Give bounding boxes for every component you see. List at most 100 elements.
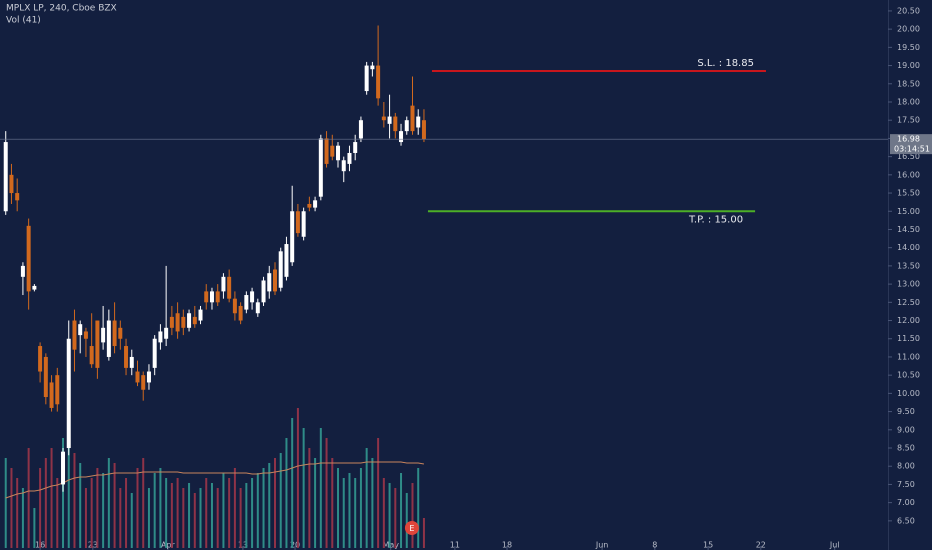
x-tick-label: 22	[756, 541, 766, 550]
candle-body	[295, 211, 300, 234]
candle-body	[307, 203, 312, 208]
candle-body	[169, 316, 174, 328]
volume-bar	[256, 473, 259, 548]
candle-body	[209, 291, 214, 303]
volume-bar	[84, 488, 87, 548]
candle-body	[38, 346, 43, 372]
volume-bar	[245, 483, 248, 548]
y-tick-label: 8.00	[897, 462, 915, 471]
volume-bar	[136, 468, 139, 548]
candle-body	[387, 116, 392, 124]
volume-bar	[153, 473, 156, 548]
volume-bar	[422, 518, 425, 548]
volume-bar	[182, 488, 185, 548]
volume-bar	[279, 453, 282, 548]
volume-bar	[67, 418, 70, 548]
candle-body	[330, 145, 335, 157]
volume-bar	[405, 493, 408, 548]
volume-bar	[90, 478, 93, 548]
x-tick-label: Jun	[595, 541, 609, 550]
level-label: S.L. : 18.85	[697, 58, 754, 69]
x-tick-label: Jul	[829, 541, 840, 550]
volume-bar	[125, 478, 128, 548]
volume-bar	[302, 428, 305, 548]
volume-bar	[21, 488, 24, 548]
last-price-label: 16.98	[897, 135, 920, 144]
volume-bar	[400, 473, 403, 548]
volume-bar	[113, 463, 116, 548]
volume-bar	[188, 483, 191, 548]
y-tick-label: 9.00	[897, 425, 915, 434]
countdown-label: 03:14:51	[894, 145, 930, 154]
x-tick-label: 20	[290, 541, 300, 550]
candle-body	[238, 305, 243, 321]
y-tick-label: 14.50	[897, 225, 920, 234]
volume-bar	[308, 448, 311, 548]
volume-bar	[16, 478, 19, 548]
candle-body	[290, 211, 295, 263]
volume-bar	[411, 483, 414, 548]
y-tick-label: 15.50	[897, 189, 920, 198]
level-label: T.P. : 15.00	[688, 214, 743, 225]
volume-bar	[199, 488, 202, 548]
volume-bar	[239, 488, 242, 548]
volume-bar	[27, 448, 30, 548]
candle-body	[336, 145, 341, 161]
x-tick-label: Apr	[161, 541, 176, 550]
candle-body	[43, 356, 48, 398]
x-tick-label: 8	[652, 541, 657, 550]
y-tick-label: 14.00	[897, 243, 920, 252]
volume-bar	[73, 453, 76, 548]
candle-body	[15, 193, 20, 201]
x-tick-label: 11	[450, 541, 460, 550]
volume-bar	[159, 468, 162, 548]
y-tick-label: 7.00	[897, 498, 915, 507]
volume-bar	[228, 478, 231, 548]
volume-bar	[365, 448, 368, 548]
candle-body	[255, 302, 260, 314]
event-label: E	[409, 524, 414, 533]
y-tick-label: 7.50	[897, 480, 915, 489]
y-tick-label: 11.00	[897, 352, 920, 361]
y-tick-label: 16.00	[897, 170, 920, 179]
candle-body	[370, 65, 375, 70]
volume-bar	[319, 428, 322, 548]
candle-body	[192, 316, 197, 325]
candle-body	[95, 320, 100, 368]
volume-bar	[314, 458, 317, 548]
volume-bar	[354, 478, 357, 548]
candle-body	[26, 225, 31, 292]
candle-body	[313, 200, 318, 208]
candle-body	[175, 313, 180, 332]
y-tick-label: 12.00	[897, 316, 920, 325]
volume-bar	[348, 473, 351, 548]
candle-body	[376, 65, 381, 99]
candle-body	[32, 285, 37, 290]
candle-body	[78, 324, 83, 336]
volume-bar	[296, 408, 299, 548]
y-tick-label: 20.50	[897, 6, 920, 15]
x-tick-label: 13	[238, 541, 248, 550]
volume-bar	[291, 418, 294, 548]
y-tick-label: 15.00	[897, 207, 920, 216]
candle-body	[72, 320, 77, 350]
volume-bar	[377, 438, 380, 548]
volume-bar	[268, 463, 271, 548]
volume-bar	[50, 448, 53, 548]
candle-body	[55, 375, 60, 405]
candle-body	[49, 382, 54, 408]
indicator-label: Vol (41)	[6, 16, 41, 26]
volume-bar	[216, 488, 219, 548]
volume-bar	[417, 468, 420, 548]
candle-body	[244, 295, 249, 310]
x-tick-label: May	[382, 541, 399, 550]
volume-bar	[331, 458, 334, 548]
candle-body	[124, 346, 129, 368]
volume-bar	[325, 438, 328, 548]
y-tick-label: 19.00	[897, 61, 920, 70]
volume-bar	[33, 508, 36, 548]
volume-bar	[262, 468, 265, 548]
candle-body	[358, 120, 363, 139]
candle-body	[152, 338, 157, 368]
